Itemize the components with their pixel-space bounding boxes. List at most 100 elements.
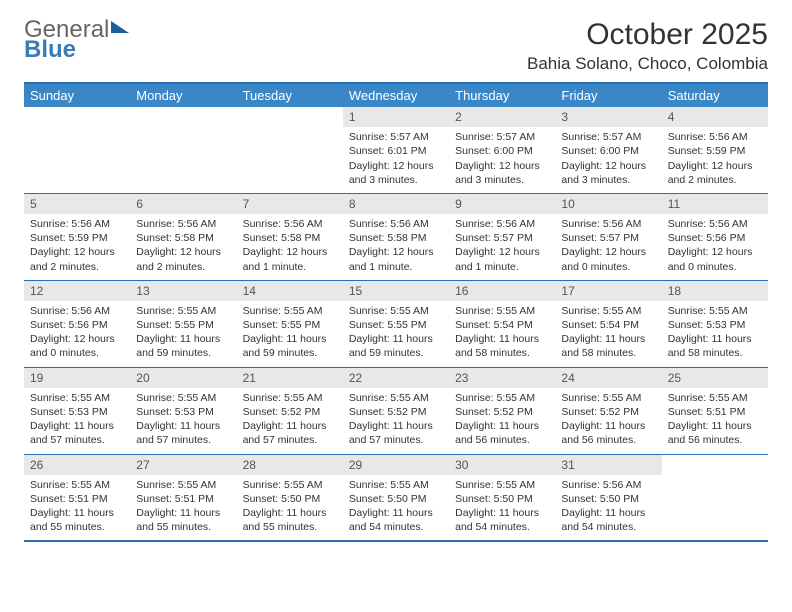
calendar-day-cell: 19Sunrise: 5:55 AMSunset: 5:53 PMDayligh… bbox=[24, 368, 130, 454]
day-content: Sunrise: 5:55 AMSunset: 5:51 PMDaylight:… bbox=[130, 475, 236, 541]
sunrise-label: Sunrise: 5:55 AM bbox=[455, 304, 549, 318]
day-content: Sunrise: 5:56 AMSunset: 5:59 PMDaylight:… bbox=[24, 214, 130, 280]
sunset-label: Sunset: 5:51 PM bbox=[30, 492, 124, 506]
daylight-label: Daylight: 12 hours and 0 minutes. bbox=[30, 332, 124, 360]
calendar-day-cell: 16Sunrise: 5:55 AMSunset: 5:54 PMDayligh… bbox=[449, 281, 555, 367]
day-content: Sunrise: 5:55 AMSunset: 5:54 PMDaylight:… bbox=[555, 301, 661, 367]
day-content: Sunrise: 5:55 AMSunset: 5:53 PMDaylight:… bbox=[662, 301, 768, 367]
sunrise-label: Sunrise: 5:55 AM bbox=[668, 304, 762, 318]
day-number: 9 bbox=[449, 194, 555, 214]
daylight-label: Daylight: 11 hours and 58 minutes. bbox=[455, 332, 549, 360]
sunrise-label: Sunrise: 5:55 AM bbox=[561, 304, 655, 318]
sunrise-label: Sunrise: 5:55 AM bbox=[136, 304, 230, 318]
calendar-day-cell: 21Sunrise: 5:55 AMSunset: 5:52 PMDayligh… bbox=[237, 368, 343, 454]
day-content bbox=[662, 475, 768, 484]
day-number: 2 bbox=[449, 107, 555, 127]
daylight-label: Daylight: 12 hours and 1 minute. bbox=[455, 245, 549, 273]
day-content: Sunrise: 5:57 AMSunset: 6:00 PMDaylight:… bbox=[449, 127, 555, 193]
daylight-label: Daylight: 12 hours and 0 minutes. bbox=[561, 245, 655, 273]
daylight-label: Daylight: 11 hours and 59 minutes. bbox=[243, 332, 337, 360]
day-number: 30 bbox=[449, 455, 555, 475]
day-number: 17 bbox=[555, 281, 661, 301]
day-number: 7 bbox=[237, 194, 343, 214]
day-content: Sunrise: 5:55 AMSunset: 5:52 PMDaylight:… bbox=[555, 388, 661, 454]
weekday-header: Tuesday bbox=[237, 84, 343, 107]
sunset-label: Sunset: 6:01 PM bbox=[349, 144, 443, 158]
daylight-label: Daylight: 11 hours and 59 minutes. bbox=[349, 332, 443, 360]
calendar-day-cell: 23Sunrise: 5:55 AMSunset: 5:52 PMDayligh… bbox=[449, 368, 555, 454]
sunset-label: Sunset: 5:55 PM bbox=[349, 318, 443, 332]
sunset-label: Sunset: 6:00 PM bbox=[455, 144, 549, 158]
sunset-label: Sunset: 5:50 PM bbox=[349, 492, 443, 506]
calendar-day-cell: 18Sunrise: 5:55 AMSunset: 5:53 PMDayligh… bbox=[662, 281, 768, 367]
daylight-label: Daylight: 12 hours and 2 minutes. bbox=[30, 245, 124, 273]
daylight-label: Daylight: 12 hours and 1 minute. bbox=[349, 245, 443, 273]
sunrise-label: Sunrise: 5:56 AM bbox=[243, 217, 337, 231]
calendar-day-cell: 14Sunrise: 5:55 AMSunset: 5:55 PMDayligh… bbox=[237, 281, 343, 367]
month-title: October 2025 bbox=[527, 18, 768, 52]
day-number: 4 bbox=[662, 107, 768, 127]
daylight-label: Daylight: 11 hours and 54 minutes. bbox=[349, 506, 443, 534]
day-content: Sunrise: 5:55 AMSunset: 5:55 PMDaylight:… bbox=[237, 301, 343, 367]
day-content: Sunrise: 5:57 AMSunset: 6:01 PMDaylight:… bbox=[343, 127, 449, 193]
sunrise-label: Sunrise: 5:55 AM bbox=[30, 478, 124, 492]
weekday-header-row: Sunday Monday Tuesday Wednesday Thursday… bbox=[24, 84, 768, 107]
daylight-label: Daylight: 11 hours and 57 minutes. bbox=[30, 419, 124, 447]
weekday-header: Sunday bbox=[24, 84, 130, 107]
day-content: Sunrise: 5:55 AMSunset: 5:55 PMDaylight:… bbox=[130, 301, 236, 367]
sunset-label: Sunset: 5:52 PM bbox=[349, 405, 443, 419]
day-content: Sunrise: 5:56 AMSunset: 5:56 PMDaylight:… bbox=[24, 301, 130, 367]
sunset-label: Sunset: 5:52 PM bbox=[243, 405, 337, 419]
calendar-day-cell: 10Sunrise: 5:56 AMSunset: 5:57 PMDayligh… bbox=[555, 194, 661, 280]
sunset-label: Sunset: 5:58 PM bbox=[349, 231, 443, 245]
day-number: 13 bbox=[130, 281, 236, 301]
calendar-day-cell: 3Sunrise: 5:57 AMSunset: 6:00 PMDaylight… bbox=[555, 107, 661, 193]
calendar-week-row: 12Sunrise: 5:56 AMSunset: 5:56 PMDayligh… bbox=[24, 280, 768, 367]
sunrise-label: Sunrise: 5:56 AM bbox=[136, 217, 230, 231]
daylight-label: Daylight: 11 hours and 55 minutes. bbox=[136, 506, 230, 534]
calendar-day-cell: 12Sunrise: 5:56 AMSunset: 5:56 PMDayligh… bbox=[24, 281, 130, 367]
daylight-label: Daylight: 12 hours and 2 minutes. bbox=[136, 245, 230, 273]
day-number: 27 bbox=[130, 455, 236, 475]
sunset-label: Sunset: 6:00 PM bbox=[561, 144, 655, 158]
daylight-label: Daylight: 11 hours and 58 minutes. bbox=[561, 332, 655, 360]
day-number: 24 bbox=[555, 368, 661, 388]
weekday-header: Monday bbox=[130, 84, 236, 107]
daylight-label: Daylight: 11 hours and 56 minutes. bbox=[561, 419, 655, 447]
calendar-day-cell: 15Sunrise: 5:55 AMSunset: 5:55 PMDayligh… bbox=[343, 281, 449, 367]
day-content: Sunrise: 5:56 AMSunset: 5:57 PMDaylight:… bbox=[449, 214, 555, 280]
sunrise-label: Sunrise: 5:55 AM bbox=[243, 304, 337, 318]
sunrise-label: Sunrise: 5:55 AM bbox=[349, 304, 443, 318]
day-content: Sunrise: 5:57 AMSunset: 6:00 PMDaylight:… bbox=[555, 127, 661, 193]
sunrise-label: Sunrise: 5:56 AM bbox=[561, 217, 655, 231]
daylight-label: Daylight: 11 hours and 58 minutes. bbox=[668, 332, 762, 360]
day-content: Sunrise: 5:55 AMSunset: 5:53 PMDaylight:… bbox=[130, 388, 236, 454]
daylight-label: Daylight: 11 hours and 57 minutes. bbox=[349, 419, 443, 447]
sunrise-label: Sunrise: 5:55 AM bbox=[349, 478, 443, 492]
sunrise-label: Sunrise: 5:55 AM bbox=[349, 391, 443, 405]
sunset-label: Sunset: 5:51 PM bbox=[668, 405, 762, 419]
calendar-body: 1Sunrise: 5:57 AMSunset: 6:01 PMDaylight… bbox=[24, 107, 768, 540]
day-number bbox=[24, 107, 130, 127]
day-number: 14 bbox=[237, 281, 343, 301]
sunset-label: Sunset: 5:52 PM bbox=[561, 405, 655, 419]
sunrise-label: Sunrise: 5:57 AM bbox=[561, 130, 655, 144]
daylight-label: Daylight: 11 hours and 56 minutes. bbox=[668, 419, 762, 447]
sunrise-label: Sunrise: 5:55 AM bbox=[243, 478, 337, 492]
sunset-label: Sunset: 5:53 PM bbox=[668, 318, 762, 332]
daylight-label: Daylight: 11 hours and 57 minutes. bbox=[136, 419, 230, 447]
sunset-label: Sunset: 5:55 PM bbox=[243, 318, 337, 332]
calendar-day-cell: 17Sunrise: 5:55 AMSunset: 5:54 PMDayligh… bbox=[555, 281, 661, 367]
calendar-day-cell: 13Sunrise: 5:55 AMSunset: 5:55 PMDayligh… bbox=[130, 281, 236, 367]
calendar-day-cell bbox=[130, 107, 236, 193]
daylight-label: Daylight: 11 hours and 55 minutes. bbox=[243, 506, 337, 534]
day-content: Sunrise: 5:55 AMSunset: 5:53 PMDaylight:… bbox=[24, 388, 130, 454]
sunset-label: Sunset: 5:53 PM bbox=[30, 405, 124, 419]
sunrise-label: Sunrise: 5:57 AM bbox=[455, 130, 549, 144]
sunrise-label: Sunrise: 5:57 AM bbox=[349, 130, 443, 144]
sunrise-label: Sunrise: 5:55 AM bbox=[561, 391, 655, 405]
calendar-day-cell: 6Sunrise: 5:56 AMSunset: 5:58 PMDaylight… bbox=[130, 194, 236, 280]
calendar-week-row: 5Sunrise: 5:56 AMSunset: 5:59 PMDaylight… bbox=[24, 193, 768, 280]
weekday-header: Thursday bbox=[449, 84, 555, 107]
calendar-day-cell bbox=[237, 107, 343, 193]
